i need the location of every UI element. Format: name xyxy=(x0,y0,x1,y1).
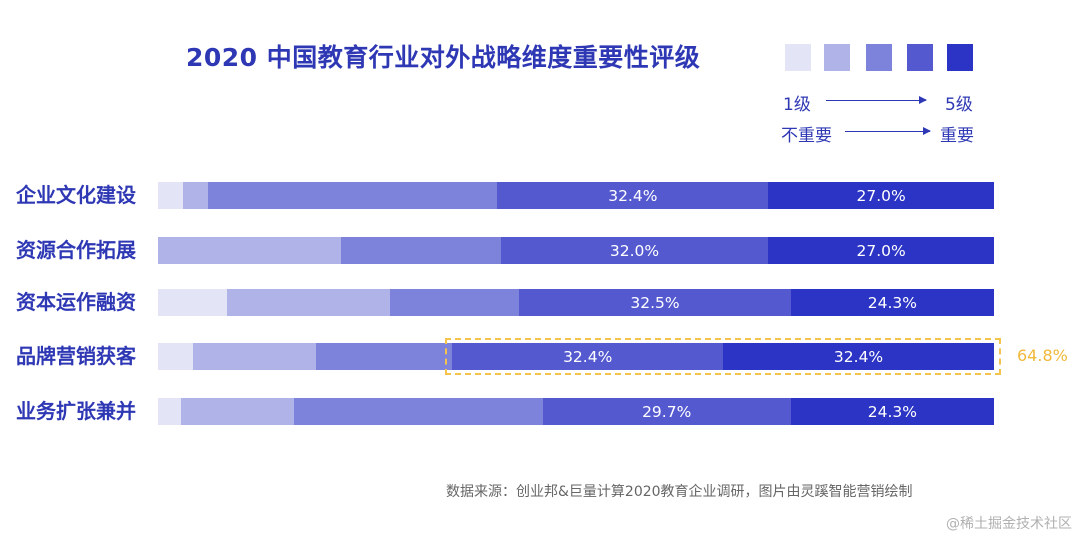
bar-segment xyxy=(158,237,342,264)
bar-segment xyxy=(519,289,791,316)
bar-segment xyxy=(768,182,994,209)
category-label: 业务扩张兼并 xyxy=(16,399,136,423)
data-label: 32.4% xyxy=(608,187,658,205)
bar-segment xyxy=(542,398,791,425)
highlight-label: 64.8% xyxy=(1017,346,1068,365)
data-label: 32.4% xyxy=(833,348,884,366)
bar-segment xyxy=(193,343,316,370)
category-label: 企业文化建设 xyxy=(16,183,136,207)
bar-segment xyxy=(294,398,543,425)
data-label: 27.0% xyxy=(856,187,906,205)
category-label: 品牌营销获客 xyxy=(16,344,136,368)
bar-segment xyxy=(158,343,194,370)
data-label: 32.4% xyxy=(563,348,613,366)
legend-swatch-3 xyxy=(866,44,892,71)
legend-swatch-1 xyxy=(785,44,811,71)
bar-segment xyxy=(723,343,994,370)
bar-segment xyxy=(500,237,769,264)
data-label: 24.3% xyxy=(867,403,918,421)
legend-level-arrow xyxy=(826,96,927,104)
legend-importance-high: 重要 xyxy=(940,126,974,146)
data-label: 32.5% xyxy=(630,294,680,312)
data-label: 32.0% xyxy=(609,242,660,260)
category-label: 资源合作拓展 xyxy=(16,238,136,262)
source-note: 数据来源：创业邦&巨量计算2020教育企业调研，图片由灵蹊智能营销绘制 xyxy=(446,484,913,500)
category-label: 资本运作融资 xyxy=(16,290,136,314)
bar-segment xyxy=(389,289,520,316)
legend-level-low: 1级 xyxy=(783,95,811,115)
data-label: 24.3% xyxy=(867,294,918,312)
legend-level-high: 5级 xyxy=(945,95,973,115)
legend-swatch-2 xyxy=(824,44,850,71)
bar-segment xyxy=(183,182,209,209)
bar-segment xyxy=(497,182,769,209)
legend-swatch-5 xyxy=(947,44,973,71)
bar-segment xyxy=(208,182,498,209)
watermark: @稀土掘金技术社区 xyxy=(946,516,1072,532)
bar-segment xyxy=(790,289,994,316)
highlight-box xyxy=(445,338,1001,375)
bar-segment xyxy=(768,237,994,264)
data-label: 29.7% xyxy=(642,403,692,421)
chart-title: 2020 中国教育行业对外战略维度重要性评级 xyxy=(186,43,701,72)
bar-segment xyxy=(158,182,184,209)
bar-segment xyxy=(158,289,227,316)
bar-segment xyxy=(341,237,501,264)
data-label: 27.0% xyxy=(856,242,906,260)
bar-segment xyxy=(226,289,390,316)
bar-segment xyxy=(158,398,182,425)
legend-importance-low: 不重要 xyxy=(781,126,832,146)
legend-swatch-4 xyxy=(907,44,933,71)
bar-segment xyxy=(316,343,453,370)
legend-importance-arrow xyxy=(845,127,931,135)
bar-segment xyxy=(452,343,724,370)
bar-segment xyxy=(790,398,994,425)
bar-segment xyxy=(181,398,295,425)
